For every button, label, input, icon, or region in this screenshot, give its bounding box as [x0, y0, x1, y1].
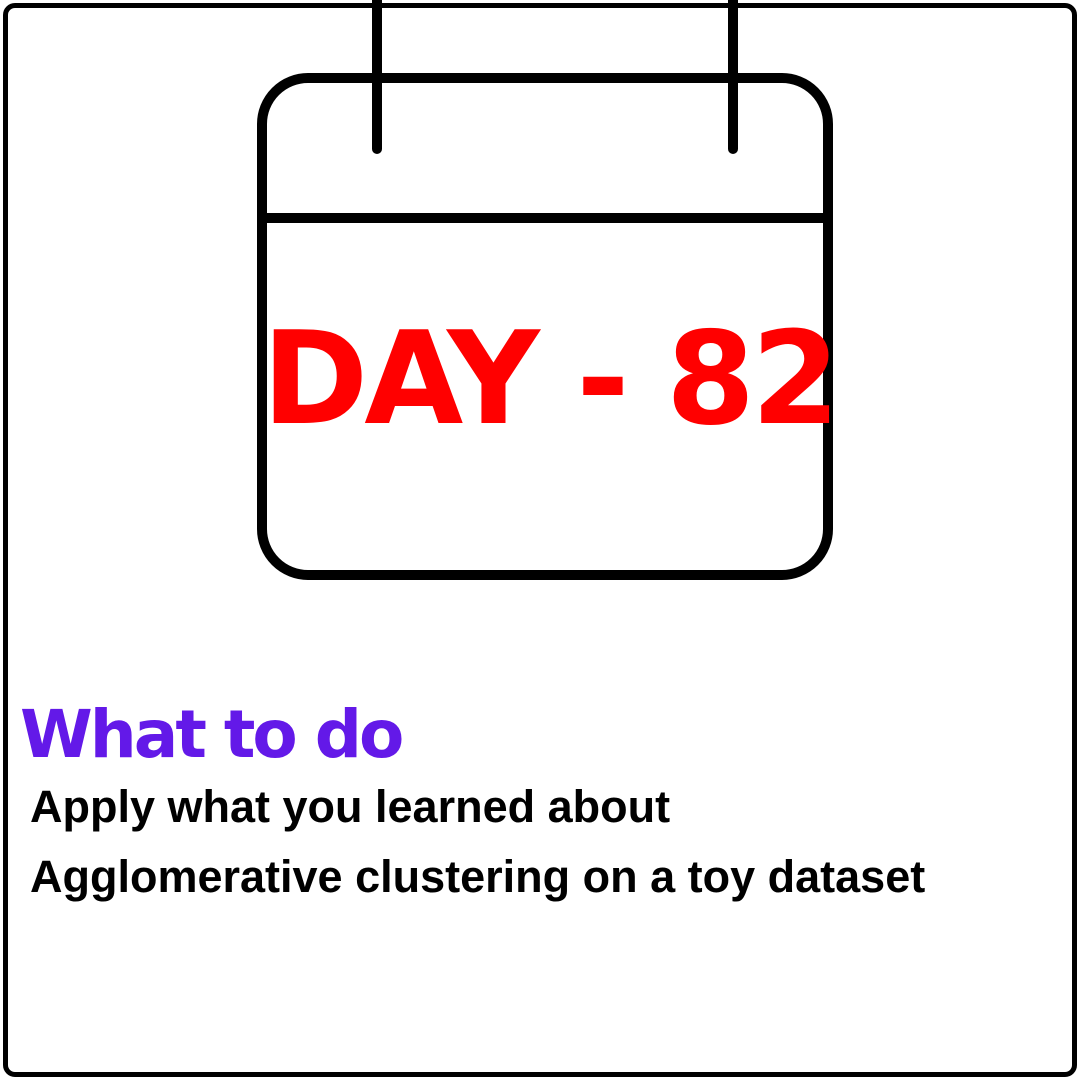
day-label: DAY - 82: [262, 305, 840, 454]
section-heading: What to do: [20, 696, 404, 773]
poster-border: [3, 3, 1077, 1077]
task-description-line-1: Apply what you learned about: [30, 781, 671, 832]
task-description-line-2: Agglomerative clustering on a toy datase…: [30, 851, 926, 902]
calendar-body: [257, 73, 833, 580]
